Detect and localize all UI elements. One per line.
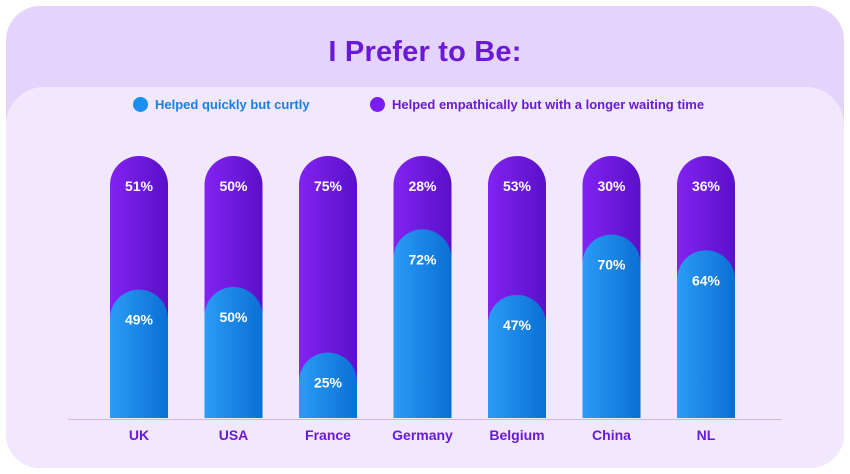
legend-label-empathic: Helped empathically but with a longer wa… bbox=[392, 97, 705, 112]
data-label-empathic: 53% bbox=[503, 178, 532, 194]
data-label-quick: 72% bbox=[408, 251, 437, 267]
category-label: France bbox=[305, 427, 351, 443]
data-label-quick: 49% bbox=[125, 312, 154, 328]
category-label: USA bbox=[219, 427, 249, 443]
bar-quick bbox=[299, 352, 357, 418]
data-label-empathic: 28% bbox=[408, 178, 437, 194]
data-label-empathic: 50% bbox=[219, 178, 248, 194]
category-label: UK bbox=[129, 427, 149, 443]
data-label-empathic: 51% bbox=[125, 178, 154, 194]
bar-group: 36% 64% NL bbox=[677, 156, 735, 443]
category-label: Belgium bbox=[489, 427, 544, 443]
category-label: Germany bbox=[392, 427, 453, 443]
legend-dot-empathic bbox=[370, 97, 385, 112]
data-label-quick: 64% bbox=[692, 272, 721, 288]
legend-item-quick: Helped quickly but curtly bbox=[133, 97, 310, 112]
data-label-quick: 25% bbox=[314, 375, 343, 391]
bar-quick bbox=[393, 229, 452, 418]
category-label: China bbox=[592, 427, 631, 443]
bar-group: 28% 72% Germany bbox=[392, 156, 453, 443]
bar-group: 51% 49% UK bbox=[110, 156, 168, 443]
bar-group: 50% 50% USA bbox=[204, 156, 263, 443]
bar-quick bbox=[582, 234, 641, 418]
bar-quick bbox=[488, 294, 546, 418]
data-label-empathic: 36% bbox=[692, 178, 721, 194]
legend: Helped quickly but curtly Helped empathi… bbox=[0, 97, 850, 121]
category-label: NL bbox=[697, 427, 716, 443]
bar-quick bbox=[204, 287, 263, 418]
data-label-quick: 50% bbox=[219, 309, 248, 325]
bar-group: 53% 47% Belgium bbox=[488, 156, 546, 443]
data-label-empathic: 30% bbox=[597, 178, 626, 194]
bar-group: 30% 70% China bbox=[582, 156, 641, 443]
bar-quick bbox=[110, 289, 168, 418]
data-label-empathic: 75% bbox=[314, 178, 343, 194]
chart-title: I Prefer to Be: bbox=[328, 36, 522, 68]
data-label-quick: 70% bbox=[597, 257, 626, 273]
bar-group: 75% 25% France bbox=[299, 156, 357, 443]
bar-quick bbox=[677, 250, 735, 418]
legend-label-quick: Helped quickly but curtly bbox=[155, 97, 310, 112]
bar-empathic bbox=[299, 156, 357, 418]
legend-item-empathic: Helped empathically but with a longer wa… bbox=[370, 97, 704, 112]
legend-dot-quick bbox=[133, 97, 148, 112]
data-label-quick: 47% bbox=[503, 317, 532, 333]
